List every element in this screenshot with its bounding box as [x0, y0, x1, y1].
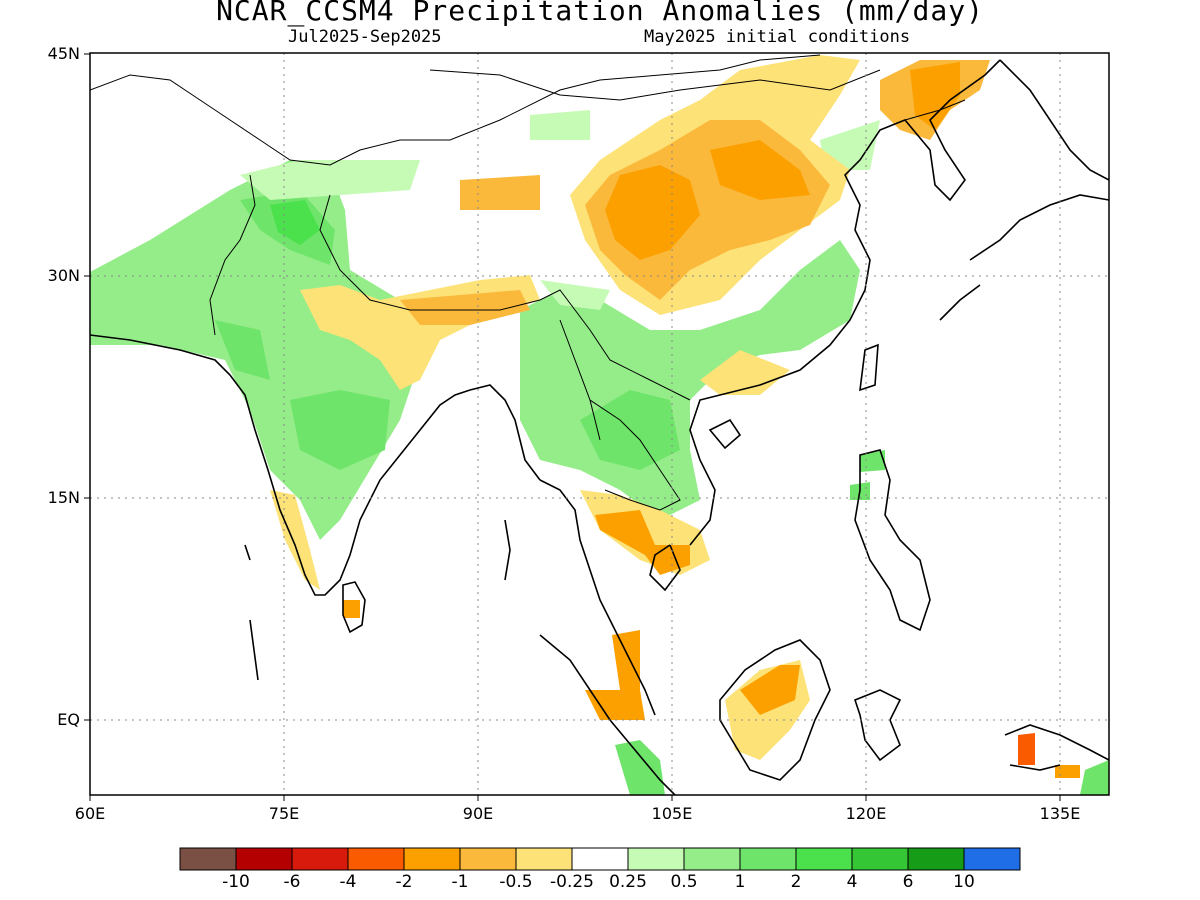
- dry-region-cambodia-core: [595, 510, 690, 575]
- colorbar-tick-label: -1: [451, 872, 469, 892]
- colorbar-swatch: [515, 847, 573, 871]
- dry-region-borneo-core: [740, 665, 800, 715]
- wet-region-philippines: [850, 450, 885, 500]
- lon-label-105e: 105E: [651, 804, 693, 823]
- map-title: NCAR_CCSM4 Precipitation Anomalies (mm/d…: [216, 0, 984, 27]
- dry-region-new-guinea: [1018, 733, 1035, 765]
- coastlines: [90, 59, 1109, 795]
- coastline-andamans: [244, 519, 511, 681]
- coastline-india: [90, 334, 541, 596]
- wet-region-sumatra: [615, 740, 665, 795]
- coastline-borneo: [719, 639, 831, 781]
- colorbar-swatch: [963, 847, 1021, 871]
- colorbar-tick-label: -0.25: [550, 872, 594, 892]
- lon-label-135e: 135E: [1039, 804, 1081, 823]
- colorbar-swatch: [291, 847, 349, 871]
- lat-label-eq: EQ: [57, 710, 80, 729]
- dry-region-new-guinea-edge: [1055, 765, 1080, 778]
- colorbar-swatch: [235, 847, 293, 871]
- dry-region-northeast-core: [910, 62, 960, 130]
- border-himalaya: [319, 194, 691, 401]
- coastline-sri-lanka: [342, 581, 366, 634]
- colorbar-tick-label: 0.25: [609, 872, 647, 892]
- colorbar-tick-label: -6: [283, 872, 301, 892]
- coastline-japan: [939, 59, 1109, 321]
- border-pakistan-india: [209, 174, 256, 336]
- plot-frame: [89, 52, 1110, 796]
- coastline-hainan: [708, 418, 742, 450]
- colorbar-swatch: [459, 847, 517, 871]
- border-korea: [904, 99, 966, 121]
- colorbar-tick-label: 1: [734, 872, 746, 892]
- borders: [90, 54, 966, 511]
- colorbar-boxes: [179, 847, 1021, 871]
- dry-region-malaya: [585, 630, 645, 720]
- lat-label-30n: 30N: [47, 266, 80, 285]
- gridlines: [90, 53, 1109, 795]
- wet-region-pacific: [1080, 760, 1109, 795]
- colorbar-tick-label: -10: [222, 872, 250, 892]
- coastline-taiwan: [859, 343, 879, 392]
- colorbar-swatch: [739, 847, 797, 871]
- dry-region-south-china: [700, 350, 790, 395]
- lon-label-75e: 75E: [268, 804, 300, 823]
- colorbar-tick-label: -2: [395, 872, 413, 892]
- colorbar-tick-label: -4: [339, 872, 357, 892]
- colorbar-swatch: [627, 847, 685, 871]
- colorbar-tick-label: 2: [790, 872, 802, 892]
- lat-label-45n: 45N: [47, 44, 80, 63]
- colorbar-tick-label: 4: [846, 872, 858, 892]
- colorbar-swatch: [683, 847, 741, 871]
- coastline-sulawesi: [854, 689, 902, 762]
- colorbar-swatch: [851, 847, 909, 871]
- ticks: [84, 53, 1061, 801]
- dry-region-sri-lanka: [343, 600, 360, 618]
- coastline-new-guinea: [1004, 724, 1109, 771]
- coastline-china: [719, 59, 1001, 396]
- coastline-philippines: [854, 449, 931, 632]
- colorbar-swatch: [347, 847, 405, 871]
- colorbar-swatch: [179, 847, 237, 871]
- coastline-indochina: [539, 394, 721, 716]
- lat-label-15n: 15N: [47, 488, 80, 507]
- lon-label-90e: 90E: [462, 804, 494, 823]
- dry-region-north-china-max: [605, 140, 810, 260]
- wet-region-tibet-patch: [240, 110, 880, 310]
- forecast-period: Jul2025-Sep2025: [288, 27, 442, 47]
- border-indochina: [559, 319, 681, 511]
- colorbar-swatch: [795, 847, 853, 871]
- wet-region-india-core: [215, 190, 390, 470]
- initial-conditions: May2025 initial conditions: [644, 27, 911, 47]
- border-mongolia: [429, 69, 881, 101]
- wet-region-kashmir: [270, 200, 320, 245]
- colorbar-swatch: [907, 847, 965, 871]
- colorbar-tick-label: 6: [902, 872, 914, 892]
- colorbar-swatch: [403, 847, 461, 871]
- colorbar-tick-label: -0.5: [499, 872, 533, 892]
- colorbar-tick-label: 10: [953, 872, 975, 892]
- lon-label-60e: 60E: [74, 804, 106, 823]
- colorbar-tick-label: 0.5: [670, 872, 698, 892]
- border-central-asia: [90, 54, 821, 166]
- lon-label-120e: 120E: [845, 804, 887, 823]
- colorbar-swatch: [571, 847, 629, 871]
